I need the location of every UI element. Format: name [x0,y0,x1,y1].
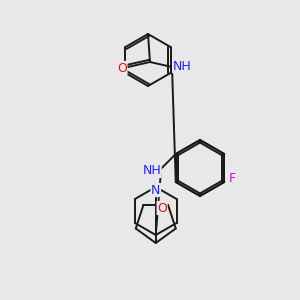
Text: O: O [117,61,127,74]
Text: NH: NH [142,164,161,178]
Text: NH: NH [172,59,191,73]
Text: F: F [229,172,236,185]
Text: N: N [151,184,160,196]
Text: O: O [157,202,167,214]
